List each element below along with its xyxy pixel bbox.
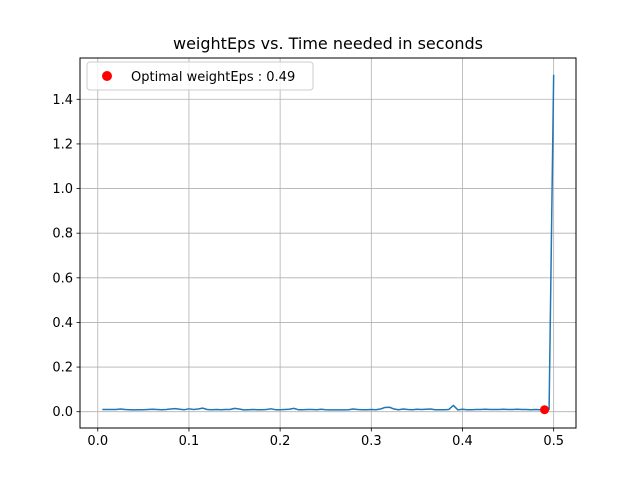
x-tick-label: 0.5 — [543, 434, 564, 449]
series-line — [102, 74, 555, 411]
legend: Optimal weightEps : 0.49 — [86, 61, 314, 91]
y-tick-label: 0.4 — [52, 316, 73, 331]
legend-entry-label: Optimal weightEps : 0.49 — [131, 70, 295, 85]
y-tick-label: 0.8 — [52, 227, 73, 242]
y-tick-label: 1.4 — [52, 93, 73, 108]
y-tick-label: 1.2 — [52, 137, 73, 152]
x-tick-label: 0.1 — [179, 434, 200, 449]
x-tick-label: 0.2 — [270, 434, 291, 449]
y-tick-label: 0.2 — [52, 361, 73, 376]
optimal-point-marker — [540, 405, 550, 415]
highlight-layer — [540, 405, 550, 415]
y-tick-label: 1.0 — [52, 182, 73, 197]
ticks: 0.0 0.1 0.2 0.3 0.4 0.5 0.0 0.2 0.4 0.6 0.8 1.0 1.2 1… — [52, 93, 564, 449]
x-tick-label: 0.3 — [361, 434, 382, 449]
y-tick-label: 0.0 — [52, 405, 73, 420]
grid — [80, 58, 576, 428]
series-layer — [102, 74, 555, 411]
y-tick-label: 0.6 — [52, 271, 73, 286]
legend-marker — [102, 71, 112, 81]
plot-frame — [79, 57, 577, 429]
chart-title: weightEps vs. Time needed in seconds — [173, 34, 483, 53]
x-tick-label: 0.4 — [452, 434, 473, 449]
legend-box — [86, 61, 314, 91]
x-tick-label: 0.0 — [87, 434, 108, 449]
